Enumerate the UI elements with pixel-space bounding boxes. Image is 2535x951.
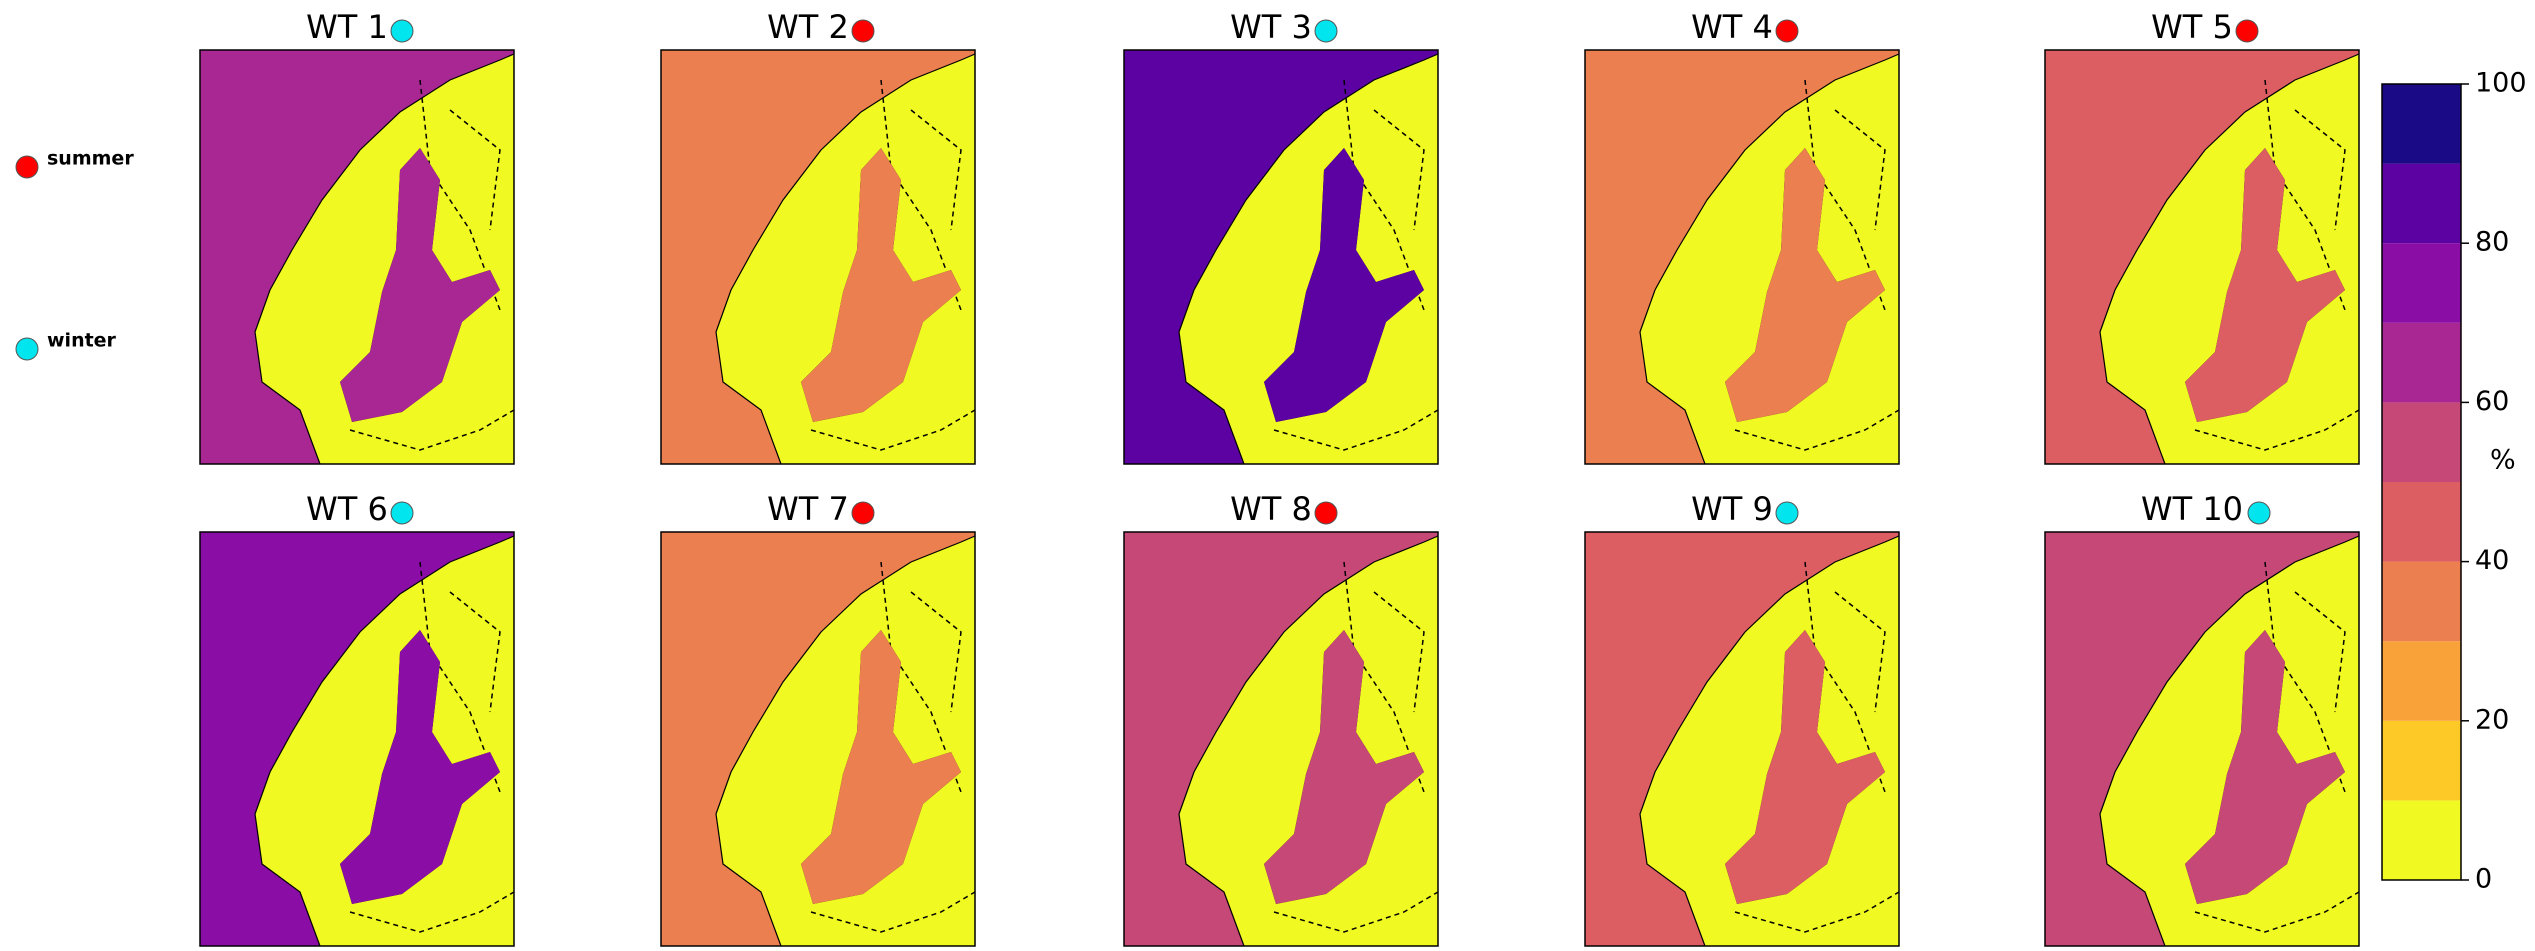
colorbar-band: [2382, 721, 2461, 801]
colorbar-band: [2382, 84, 2461, 164]
colorbar-tick-label: 80: [2475, 227, 2509, 258]
map-panel: [1124, 532, 1438, 946]
colorbar-tick-label: 40: [2475, 545, 2509, 576]
season-marker: [1776, 502, 1798, 524]
panel-title: WT 6: [306, 490, 388, 528]
panel-title: WT 3: [1230, 8, 1312, 46]
panel-title: WT 7: [767, 490, 849, 528]
figure: summerwinter WT 1WT 2WT 3WT 4WT 5WT 6WT …: [0, 0, 2535, 951]
colorbar-band: [2382, 243, 2461, 323]
legend-label: winter: [47, 330, 117, 352]
legend: summer winter: [16, 148, 134, 361]
season-marker: [391, 502, 413, 524]
colorbar-tick-label: 100: [2475, 68, 2527, 99]
colorbar-band: [2382, 323, 2461, 403]
colorbar: 0 20 40 60 80 100%: [2382, 68, 2527, 895]
map-panel: [2045, 50, 2359, 464]
panel-title: WT 5: [2151, 8, 2233, 46]
map-panel: [200, 532, 514, 946]
season-marker: [391, 20, 413, 42]
legend-label: summer: [47, 148, 134, 170]
colorbar-band: [2382, 800, 2461, 880]
panel-title: WT 10: [2141, 490, 2243, 528]
map-panel: [661, 532, 975, 946]
season-marker: [1315, 502, 1337, 524]
season-marker: [852, 502, 874, 524]
season-marker: [1776, 20, 1798, 42]
legend-marker: [16, 156, 38, 178]
colorbar-band: [2382, 641, 2461, 721]
colorbar-band: [2382, 164, 2461, 244]
colorbar-tick-label: 60: [2475, 386, 2509, 417]
map-panel: [661, 50, 975, 464]
map-panel: [200, 50, 514, 464]
map-panel: [1585, 532, 1899, 946]
colorbar-tick-label: 20: [2475, 704, 2509, 735]
map-panel: [2045, 532, 2359, 946]
map-panel: [1585, 50, 1899, 464]
panel-title: WT 4: [1691, 8, 1773, 46]
colorbar-label: %: [2490, 445, 2516, 476]
colorbar-band: [2382, 402, 2461, 482]
colorbar-band: [2382, 482, 2461, 562]
season-marker: [2248, 502, 2270, 524]
panel-title: WT 2: [767, 8, 849, 46]
colorbar-band: [2382, 562, 2461, 642]
legend-marker: [16, 338, 38, 360]
panels: WT 1 WT 2 WT 3 WT 4 WT 5 WT 6 WT 7 WT 8 WT 9 WT 1…: [200, 8, 2359, 946]
colorbar-tick-label: 0: [2475, 864, 2492, 895]
map-panel: [1124, 50, 1438, 464]
season-marker: [2236, 20, 2258, 42]
panel-title: WT 1: [306, 8, 388, 46]
season-marker: [852, 20, 874, 42]
season-marker: [1315, 20, 1337, 42]
panel-title: WT 8: [1230, 490, 1312, 528]
panel-title: WT 9: [1691, 490, 1773, 528]
